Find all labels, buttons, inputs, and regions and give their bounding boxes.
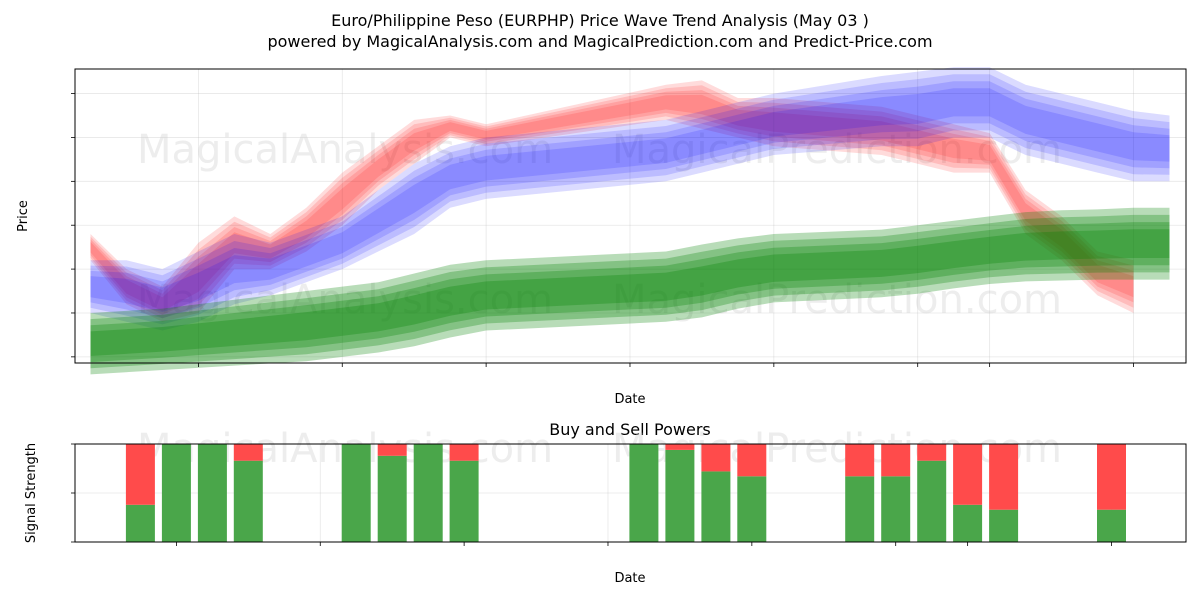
buy-bar <box>377 455 407 542</box>
price-band-green <box>90 229 1170 356</box>
signal-ticks <box>71 443 1112 546</box>
sell-bar <box>701 444 731 472</box>
price-bands <box>90 67 1170 375</box>
price-y-axis-label: Price <box>16 200 31 232</box>
price-band-red <box>90 94 1134 312</box>
buy-bar <box>881 476 911 542</box>
buy-bar <box>125 504 155 542</box>
sell-bar <box>917 444 947 461</box>
sell-bar <box>737 444 767 477</box>
signal-bars <box>125 444 1126 542</box>
buy-bar <box>449 460 479 542</box>
watermark-analysis: MagicalAnalysis.com <box>137 277 553 323</box>
sell-bar <box>665 444 695 450</box>
figure-title: Euro/Philippine Peso (EURPHP) Price Wave… <box>331 11 869 30</box>
sell-bar <box>449 444 479 461</box>
buy-bar <box>413 444 443 542</box>
price-band-red <box>90 90 1134 315</box>
price-band-blue <box>90 81 1170 319</box>
price-band-red <box>90 85 1134 319</box>
buy-bar <box>845 476 875 542</box>
buy-bar <box>197 444 227 542</box>
buy-bar <box>917 460 947 542</box>
buy-bar <box>953 504 983 542</box>
watermark-analysis: MagicalAnalysis.com <box>137 127 553 173</box>
buy-bar <box>665 449 695 542</box>
signal-y-axis-label: Signal Strength <box>24 443 39 543</box>
sell-bar <box>953 444 983 505</box>
price-band-green <box>90 214 1170 369</box>
buy-bar <box>161 444 191 542</box>
buy-bar <box>701 471 731 542</box>
sell-bar <box>881 444 911 477</box>
signal-chart-title: Buy and Sell Powers <box>549 420 711 439</box>
sell-bar <box>125 444 155 505</box>
buy-bar <box>629 444 659 542</box>
buy-bar <box>1097 509 1126 542</box>
price-band-blue <box>90 74 1170 325</box>
buy-bar <box>737 476 767 542</box>
figure-subtitle: powered by MagicalAnalysis.com and Magic… <box>267 32 932 51</box>
price-x-axis-label: Date <box>614 392 645 407</box>
buy-bar <box>233 460 263 542</box>
price-band-blue <box>90 67 1170 331</box>
price-ticks <box>71 93 1134 367</box>
price-plot-frame <box>74 68 1187 364</box>
signal-x-axis-label: Date <box>614 571 645 586</box>
sell-bar <box>377 444 407 456</box>
price-band-blue <box>90 88 1170 313</box>
sell-bar <box>233 444 263 461</box>
buy-bar <box>341 444 371 542</box>
sell-bar <box>1097 444 1126 510</box>
watermark-prediction: MagicalPrediction.com <box>612 127 1062 173</box>
watermark-prediction: MagicalPrediction.com <box>612 277 1062 323</box>
price-watermarks: MagicalAnalysis.com MagicalPrediction.co… <box>137 127 1062 323</box>
sell-bar <box>989 444 1019 510</box>
price-band-green <box>90 222 1170 363</box>
sell-bar <box>845 444 875 477</box>
price-band-red <box>90 80 1134 322</box>
price-grid <box>75 69 1186 363</box>
price-band-green <box>90 207 1170 375</box>
buy-bar <box>989 509 1019 542</box>
